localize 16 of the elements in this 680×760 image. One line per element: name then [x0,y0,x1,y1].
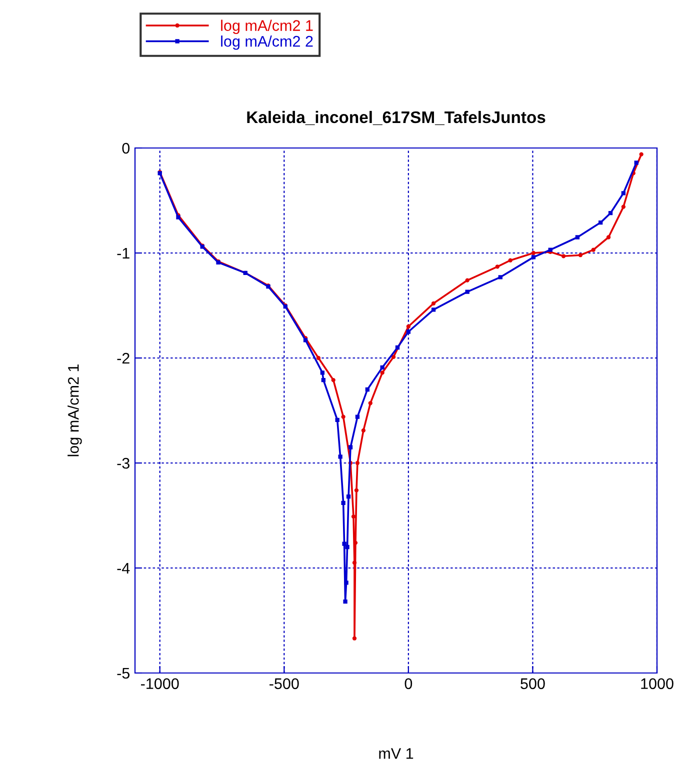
x-tick-label: 500 [520,678,545,690]
y-tick-label: 0 [122,142,130,154]
y-axis-title: log mA/cm2 1 [68,364,82,456]
x-tick-label: -1000 [141,678,179,690]
y-tick-label: -1 [117,248,130,259]
x-axis-title: mV 1 [379,748,414,759]
legend-label: log mA/cm2 2 [221,36,313,50]
chart-title: Kaleida_inconel_617SM_TafelsJuntos [247,110,546,126]
y-tick-label: -2 [117,352,130,364]
y-tick-label: -5 [117,668,130,679]
y-tick-label: -4 [117,563,130,574]
x-tick-label: 1000 [641,678,674,690]
legend-label: log mA/cm2 1 [221,20,313,34]
x-tick-label: -500 [270,678,299,690]
x-tick-label: 0 [404,678,412,690]
y-tick-label: -3 [117,458,130,469]
